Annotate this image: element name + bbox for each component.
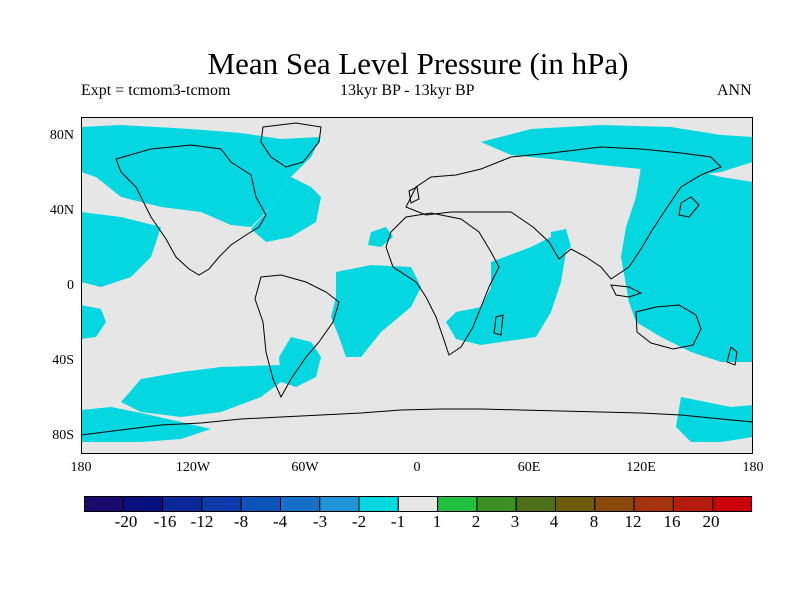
africa-coast: [385, 212, 500, 356]
colorbar-label: 2: [471, 512, 481, 531]
pressure-anomaly-map: [81, 117, 753, 454]
arctic-north-america-region: [81, 125, 321, 227]
negative-anomaly-regions: [81, 125, 753, 442]
colorbar-label: -2: [351, 512, 367, 531]
colorbar-box: [476, 496, 517, 512]
north-pacific-region: [81, 212, 161, 287]
greenland-coast: [260, 122, 322, 168]
x-tick-label: 120E: [626, 460, 656, 475]
coastlines: [81, 122, 753, 436]
colorbar-box: [201, 496, 242, 512]
colorbar-box: [84, 496, 124, 512]
season-label: ANN: [717, 82, 752, 99]
y-tick-label: 80N: [49, 128, 74, 143]
colorbar-label: -16: [153, 512, 177, 531]
colorbar-label: -3: [312, 512, 328, 531]
experiment-label: Expt = tcmom3-tcmom: [81, 82, 231, 99]
x-tick-label: 0: [413, 460, 421, 475]
west-pacific-region: [621, 167, 753, 362]
y-tick-label: 80S: [52, 428, 74, 443]
colorbar-box: [555, 496, 596, 512]
x-tick-label: 60E: [517, 460, 541, 475]
plot-title: Mean Sea Level Pressure (in hPa): [207, 46, 629, 81]
colorbar-label: -20: [114, 512, 138, 531]
colorbar-box: [712, 496, 752, 512]
british-isles-coast: [408, 186, 420, 204]
x-tick-label: 180: [70, 460, 92, 475]
colorbar-box: [319, 496, 360, 512]
x-tick-label: 180: [742, 460, 764, 475]
australia-coast: [635, 304, 702, 350]
y-tick-label: 40N: [49, 203, 74, 218]
colorbar-box: [437, 496, 478, 512]
colorbar-box: [358, 496, 399, 512]
colorbar-box: [122, 496, 164, 512]
colorbar-label: 20: [702, 512, 720, 531]
madagascar-coast: [493, 314, 504, 336]
southern-ocean-east-region: [676, 397, 753, 442]
colorbar-box: [162, 496, 203, 512]
colorbar-label: 8: [589, 512, 599, 531]
colorbar-label: -4: [272, 512, 288, 531]
equatorial-atlantic-region: [331, 265, 421, 357]
y-tick-label: 0: [67, 278, 74, 293]
new-zealand-coast: [726, 346, 738, 366]
south-pacific-east-region: [121, 365, 281, 417]
south-america-coast: [254, 274, 340, 399]
north-atlantic-region: [251, 177, 321, 242]
colorbar-label: 4: [549, 512, 559, 531]
east-atlantic-patch: [368, 227, 393, 247]
colorbar: [84, 496, 752, 512]
antarctica-coast: [81, 408, 753, 436]
colorbar-box: [594, 496, 635, 512]
period-label: 13kyr BP - 13kyr BP: [340, 82, 475, 99]
colorbar-label: -12: [190, 512, 214, 531]
indonesia-coast: [610, 284, 643, 298]
siberia-region: [481, 125, 753, 177]
colorbar-box: [633, 496, 674, 512]
colorbar-label: 12: [624, 512, 642, 531]
colorbar-box: [397, 496, 439, 512]
colorbar-box: [672, 496, 714, 512]
south-america-west-patch: [279, 337, 321, 387]
x-tick-label: 120W: [175, 460, 211, 475]
colorbar-label: -1: [390, 512, 406, 531]
colorbar-label: 16: [663, 512, 681, 531]
japan-coast: [678, 196, 700, 218]
colorbar-label: 3: [510, 512, 520, 531]
colorbar-box: [279, 496, 321, 512]
colorbar-label: 1: [432, 512, 442, 531]
north-america-coast: [115, 144, 267, 276]
colorbar-label: -8: [233, 512, 249, 531]
south-pacific-west-patch: [81, 305, 106, 339]
eurasia-coast: [405, 146, 722, 280]
x-tick-label: 60W: [291, 460, 319, 475]
colorbar-box: [515, 496, 557, 512]
arabian-sea-patch: [551, 229, 571, 257]
southern-ocean-west-region: [81, 407, 211, 442]
map-frame: [81, 117, 753, 454]
colorbar-box: [240, 496, 281, 512]
indian-ocean-region: [446, 237, 566, 345]
y-tick-label: 40S: [52, 353, 74, 368]
